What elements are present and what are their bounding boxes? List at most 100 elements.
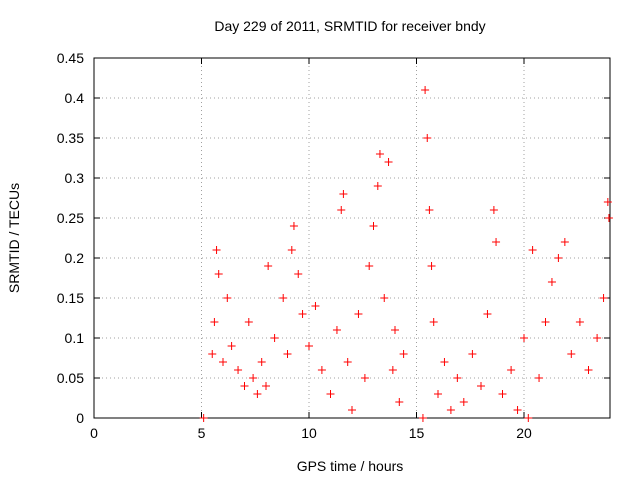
data-point-0-66	[535, 374, 544, 382]
data-point-0-21	[294, 270, 303, 278]
data-point-0-76	[603, 198, 612, 206]
data-point-0-72	[575, 318, 584, 326]
data-point-0-0	[199, 414, 208, 422]
data-point-0-6	[223, 294, 232, 302]
y-tick-label-1: 0.05	[57, 370, 84, 386]
data-point-0-54	[459, 398, 468, 406]
data-point-0-19	[287, 246, 296, 254]
data-point-0-52	[446, 406, 455, 414]
data-point-0-1	[208, 350, 217, 358]
data-point-0-11	[249, 374, 258, 382]
data-point-0-61	[507, 366, 516, 374]
data-point-0-47	[425, 206, 434, 214]
data-point-0-9	[240, 382, 249, 390]
data-point-0-50	[434, 390, 442, 398]
data-point-0-27	[332, 326, 341, 334]
data-point-0-69	[554, 254, 563, 262]
data-points	[199, 86, 613, 422]
data-point-0-41	[391, 326, 399, 334]
data-point-0-49	[429, 318, 438, 326]
y-tick-label-7: 0.35	[57, 130, 84, 146]
x-tick-label-1: 5	[198, 425, 206, 441]
data-point-0-17	[279, 294, 288, 302]
data-point-0-38	[380, 294, 389, 302]
data-point-0-7	[227, 342, 236, 350]
x-tick-label-2: 10	[301, 425, 317, 441]
data-point-0-40	[388, 366, 397, 374]
data-point-0-16	[270, 334, 279, 342]
data-point-0-53	[453, 374, 462, 382]
data-point-0-70	[560, 238, 569, 246]
y-axis-label: SRMTID / TECUs	[6, 183, 22, 293]
data-point-0-12	[253, 390, 262, 398]
data-point-0-39	[384, 158, 393, 166]
data-point-0-15	[264, 262, 273, 270]
data-point-0-48	[427, 262, 436, 270]
data-point-0-24	[311, 302, 320, 310]
y-tick-label-0: 0	[76, 410, 84, 426]
data-point-0-14	[262, 382, 270, 390]
y-tick-label-8: 0.4	[65, 90, 85, 106]
data-point-0-55	[468, 350, 477, 358]
axes: 0 5 10 15 20 0 0.05 0.1 0.15 0.2 0.25 0.3 0.35 0.4 0.4…	[57, 50, 611, 441]
data-point-0-68	[547, 278, 556, 286]
data-point-0-5	[219, 358, 227, 366]
data-point-0-29	[339, 190, 348, 198]
data-point-0-36	[373, 182, 382, 190]
data-point-0-8	[234, 366, 243, 374]
data-point-0-37	[375, 150, 384, 158]
data-point-0-75	[599, 294, 608, 302]
data-point-0-57	[483, 310, 492, 318]
data-point-0-25	[317, 366, 326, 374]
data-point-0-3	[212, 246, 221, 254]
x-tick-label-4: 20	[516, 425, 532, 441]
data-point-0-56	[477, 382, 485, 390]
data-point-0-60	[498, 390, 507, 398]
data-point-0-77	[604, 214, 613, 222]
data-point-0-63	[520, 334, 528, 342]
data-point-0-10	[244, 318, 253, 326]
data-point-0-26	[326, 390, 335, 398]
plot-frame	[93, 57, 611, 419]
data-point-0-20	[289, 222, 298, 230]
data-point-0-28	[337, 206, 346, 214]
data-point-0-59	[492, 238, 501, 246]
data-point-0-73	[584, 366, 593, 374]
data-point-0-74	[593, 334, 602, 342]
data-point-0-67	[541, 318, 550, 326]
data-point-0-32	[354, 310, 363, 318]
data-point-0-30	[343, 358, 352, 366]
data-point-0-62	[513, 406, 522, 414]
data-point-0-45	[421, 86, 430, 94]
data-point-0-18	[283, 350, 292, 358]
data-point-0-23	[305, 342, 313, 350]
x-tick-label-3: 15	[409, 425, 425, 441]
data-point-0-22	[298, 310, 307, 318]
data-point-0-51	[440, 358, 449, 366]
y-tick-label-5: 0.25	[57, 210, 84, 226]
y-tick-label-4: 0.2	[65, 250, 85, 266]
x-tick-label-0: 0	[90, 425, 98, 441]
data-point-0-44	[418, 414, 427, 422]
data-point-0-64	[524, 414, 533, 422]
x-axis-label: GPS time / hours	[297, 458, 404, 474]
chart-title: Day 229 of 2011, SRMTID for receiver bnd…	[214, 18, 485, 34]
y-tick-label-6: 0.3	[65, 170, 85, 186]
data-point-0-31	[348, 406, 356, 414]
data-point-0-58	[489, 206, 498, 214]
y-tick-label-3: 0.15	[57, 290, 84, 306]
data-point-0-4	[214, 270, 223, 278]
data-point-0-43	[399, 350, 408, 358]
y-tick-label-2: 0.1	[65, 330, 85, 346]
data-point-0-65	[528, 246, 537, 254]
data-point-0-13	[257, 358, 266, 366]
data-point-0-46	[423, 134, 432, 142]
data-point-0-34	[365, 262, 374, 270]
data-point-0-2	[210, 318, 219, 326]
data-point-0-42	[395, 398, 404, 406]
data-point-0-33	[360, 374, 369, 382]
data-point-0-71	[567, 350, 576, 358]
y-tick-label-9: 0.45	[57, 50, 84, 66]
